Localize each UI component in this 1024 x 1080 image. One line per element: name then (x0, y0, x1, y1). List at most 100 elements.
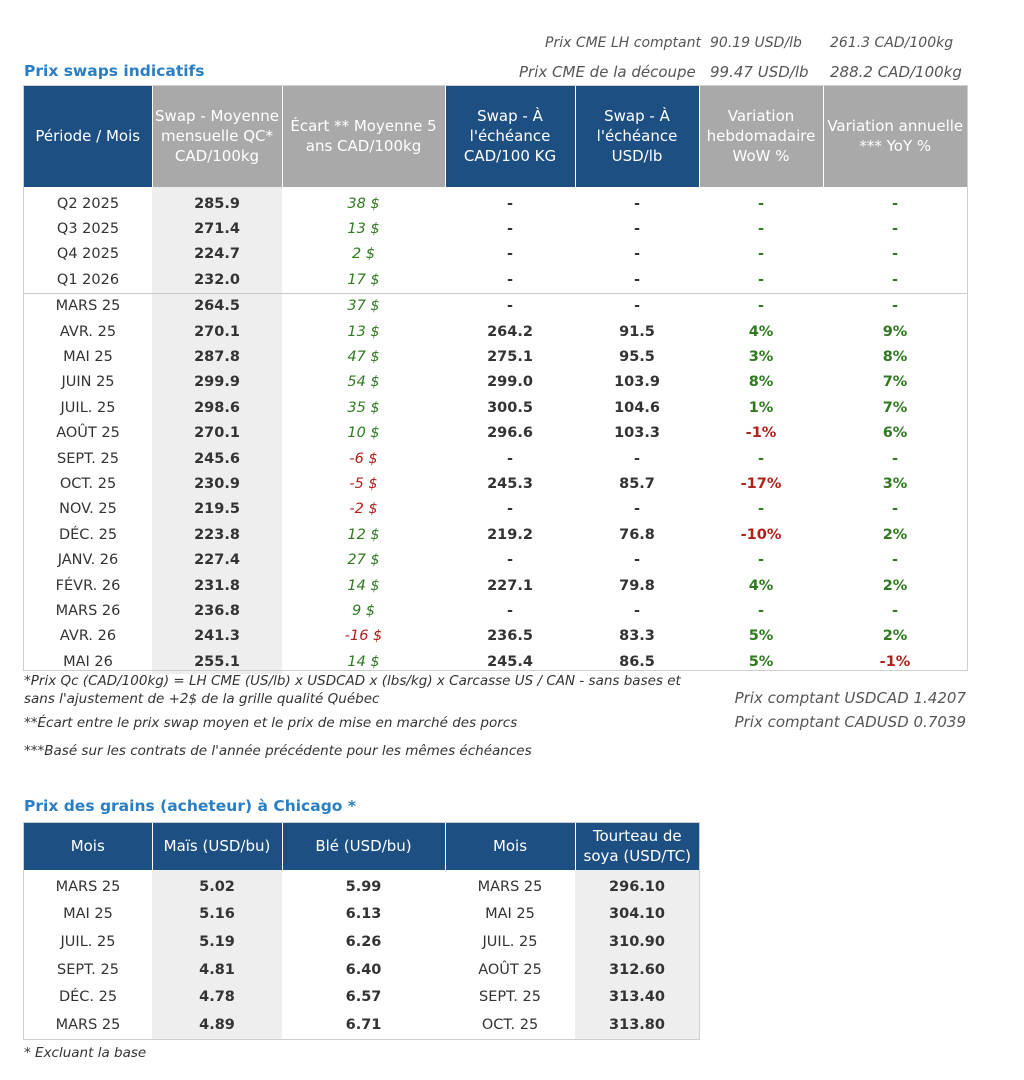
yoy-cell: - (823, 292, 967, 319)
soy-month-cell: JUIL. 25 (482, 933, 538, 950)
yoy-cell: 3% (882, 475, 908, 492)
wow-cell: - (699, 292, 823, 319)
wow-cell: 4% (748, 323, 774, 340)
swaps-row: OCT. 25 230.9 -5 $ 245.3 85.7 -17% 3% (24, 471, 967, 497)
swap-usd-cell: 83.3 (619, 628, 655, 645)
period-cell: JANV. 26 (57, 552, 119, 569)
month-cell: MARS 25 (55, 1016, 121, 1033)
swap-qc-cell: 255.1 (152, 649, 282, 675)
yoy-cell: 2% (882, 628, 908, 645)
swap-usd-cell: 103.3 (614, 425, 660, 442)
swaps-row: JANV. 26 227.4 27 $ - - - - (24, 547, 967, 573)
footnote-qc-price: *Prix Qc (CAD/100kg) = LH CME (US/lb) x … (24, 673, 681, 707)
swaps-row: FÉVR. 26 231.8 14 $ 227.1 79.8 4% 2% (24, 572, 967, 599)
period-cell: OCT. 25 (59, 475, 117, 492)
swap-cad-cell: - (506, 501, 514, 518)
yoy-cell: - (891, 195, 899, 212)
soymeal-price-cell: 313.80 (575, 1010, 699, 1039)
month-cell: MARS 25 (55, 878, 121, 895)
swap-qc-cell: 299.9 (152, 369, 282, 396)
swap-usd-cell: 79.8 (619, 577, 655, 594)
soy-month-cell: OCT. 25 (481, 1016, 539, 1033)
corn-price-cell: 5.19 (152, 928, 282, 956)
soy-month-cell: AOÛT 25 (478, 961, 542, 978)
swaps-row: MARS 25 264.5 37 $ - - - - (24, 292, 967, 319)
swaps-row: MARS 26 236.8 9 $ - - - - (24, 598, 967, 624)
cme-cutout-usd: 99.47 USD/lb (710, 63, 809, 81)
soy-month-cell: MAI 25 (485, 906, 535, 923)
swap-qc-cell: 219.5 (152, 496, 282, 523)
yoy-cell: 9% (882, 323, 908, 340)
ecart-cell: 27 $ (347, 552, 380, 569)
swap-usd-cell: - (633, 501, 641, 518)
yoy-cell: 2% (882, 577, 908, 594)
swap-cad-cell: - (445, 292, 575, 319)
period-cell: AVR. 25 (59, 323, 117, 340)
grains-row: MARS 25 4.89 6.71 OCT. 25 313.80 (24, 1010, 699, 1039)
swap-qc-cell: 285.9 (152, 187, 282, 217)
period-cell: JUIL. 25 (60, 399, 116, 416)
wow-cell: -1% (745, 425, 777, 442)
ecart-cell: -5 $ (349, 475, 378, 492)
col-header-soy-month: Mois (445, 822, 576, 870)
ecart-cell: 54 $ (347, 374, 380, 391)
swap-qc-cell: 232.0 (152, 267, 282, 294)
ecart-cell: 14 $ (347, 653, 380, 670)
grains-row: DÉC. 25 4.78 6.57 SEPT. 25 313.40 (24, 983, 699, 1011)
swap-qc-cell: 270.1 (152, 318, 282, 345)
period-cell: Q3 2025 (56, 221, 120, 238)
fx-cadusd: Prix comptant CADUSD 0.7039 (734, 713, 966, 731)
col-header-corn: Maïs (USD/bu) (152, 822, 283, 870)
ecart-cell: 37 $ (282, 292, 445, 319)
ecart-cell: 17 $ (347, 271, 380, 288)
ecart-cell: 13 $ (347, 323, 380, 340)
swap-cad-cell: 299.0 (487, 374, 533, 391)
period-cell: MAI 26 (63, 653, 113, 670)
swap-qc-cell: 231.8 (152, 572, 282, 599)
swap-usd-cell: - (633, 195, 641, 212)
soymeal-price-cell: 296.10 (575, 870, 699, 901)
soymeal-price-cell: 304.10 (575, 900, 699, 929)
ecart-cell: 2 $ (351, 246, 376, 263)
wow-cell: - (757, 602, 765, 619)
col-header-swap-qc: Swap - Moyenne mensuelle QC* CAD/100kg (152, 85, 283, 187)
period-cell: DÉC. 25 (58, 526, 118, 543)
swap-cad-cell: 275.1 (487, 349, 533, 366)
cme-lh-cad: 261.3 CAD/100kg (830, 35, 954, 51)
col-header-swap-usd: Swap - À l'échéance USD/lb (575, 85, 700, 187)
ecart-cell: 47 $ (347, 349, 380, 366)
yoy-cell: 6% (882, 425, 908, 442)
wow-cell: 5% (748, 628, 774, 645)
wheat-price-cell: 6.40 (345, 961, 382, 978)
swap-cad-cell: 227.1 (487, 577, 533, 594)
swap-qc-cell: 287.8 (152, 344, 282, 370)
swaps-row: Q2 2025 285.9 38 $ - - - - (24, 187, 967, 217)
swaps-row: AOÛT 25 270.1 10 $ 296.6 103.3 -1% 6% (24, 420, 967, 446)
yoy-cell: - (891, 602, 899, 619)
swap-cad-cell: - (506, 602, 514, 619)
col-header-soymeal: Tourteau de soya (USD/TC) (575, 822, 699, 870)
wow-cell: - (757, 450, 765, 467)
period-cell: Q1 2026 (56, 271, 120, 288)
grains-row: JUIL. 25 5.19 6.26 JUIL. 25 310.90 (24, 928, 699, 956)
period-cell: MARS 26 (55, 602, 121, 619)
swaps-header-row: Période / Mois Swap - Moyenne mensuelle … (24, 85, 967, 187)
ecart-cell: 9 $ (351, 602, 376, 619)
swaps-row: Q3 2025 271.4 13 $ - - - - (24, 216, 967, 242)
swap-qc-cell: 223.8 (152, 522, 282, 548)
wheat-price-cell: 6.57 (345, 989, 382, 1006)
swaps-table: Période / Mois Swap - Moyenne mensuelle … (24, 85, 967, 675)
swaps-row: AVR. 26 241.3 -16 $ 236.5 83.3 5% 2% (24, 623, 967, 650)
wow-cell: - (757, 552, 765, 569)
corn-price-cell: 5.16 (152, 900, 282, 929)
swap-cad-cell: 219.2 (487, 526, 533, 543)
wheat-price-cell: 6.71 (345, 1016, 382, 1033)
swap-usd-cell: - (633, 271, 641, 288)
wow-cell: - (757, 195, 765, 212)
period-cell: Q4 2025 (56, 246, 120, 263)
yoy-cell: 8% (882, 349, 908, 366)
col-header-wow: Variation hebdomadaire WoW % (699, 85, 824, 187)
month-cell: DÉC. 25 (58, 989, 118, 1006)
soymeal-price-cell: 313.40 (575, 983, 699, 1011)
swaps-section-title: Prix swaps indicatifs (24, 62, 205, 80)
